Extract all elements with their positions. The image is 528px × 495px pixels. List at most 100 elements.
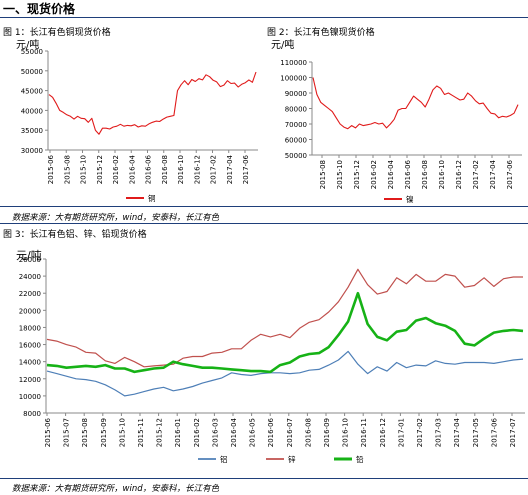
x-tick-label: 2016-10 xyxy=(177,155,185,184)
x-tick-label: 2015-12 xyxy=(156,418,164,447)
x-tick-label: 2016-04 xyxy=(230,417,238,447)
y-tick-label: 12000 xyxy=(19,376,41,384)
x-tick-label: 2017-04 xyxy=(453,417,461,447)
series-line-1 xyxy=(46,350,524,397)
x-tick-label: 2016-10 xyxy=(438,160,446,189)
legend-label: 铅 xyxy=(356,454,364,464)
y-tick-label: 45000 xyxy=(21,88,43,96)
legend-label: 锌 xyxy=(288,454,296,464)
x-tick-label: 2017-06 xyxy=(490,417,498,447)
series-line-1 xyxy=(48,71,257,135)
x-tick-label: 2015-09 xyxy=(100,418,108,447)
legend-label: 铜 xyxy=(148,193,156,203)
x-tick-label: 2016-06 xyxy=(404,159,412,189)
y-tick-label: 55000 xyxy=(21,48,43,56)
x-tick-label: 2015-12 xyxy=(96,155,104,184)
series-line-3 xyxy=(46,291,524,374)
chart1-caption: 图 1：长江有色铜现货价格 xyxy=(3,28,111,38)
x-tick-label: 2015-11 xyxy=(137,418,145,447)
unit-label: 元/吨 xyxy=(16,38,39,51)
x-tick-label: 2017-02 xyxy=(472,160,480,189)
rule-3 xyxy=(0,223,528,224)
y-tick-label: 110000 xyxy=(280,59,307,67)
x-tick-label: 2016-02 xyxy=(112,155,120,184)
y-tick-label: 10000 xyxy=(19,393,41,401)
x-tick-label: 2016-05 xyxy=(249,418,257,447)
unit-label: 元/吨 xyxy=(271,38,294,51)
chart-1-copper: 元/吨 30000 35000 40000 45000 50000 55000 2015-06… xyxy=(16,38,258,203)
title-rule xyxy=(0,17,528,18)
x-tick-label: 2017-07 xyxy=(509,418,517,447)
x-tick-label: 2015-07 xyxy=(63,418,71,447)
y-tick-label: 26000 xyxy=(19,256,41,264)
x-tick-label: 2017-03 xyxy=(435,418,443,447)
section-title: 一、现货价格 xyxy=(3,2,76,16)
y-tick-label: 14000 xyxy=(19,359,41,367)
y-tick-label: 22000 xyxy=(19,290,41,298)
x-tick-label: 2017-06 xyxy=(506,159,514,189)
x-tick-label: 2015-10 xyxy=(80,155,88,184)
x-tick-label: 2015-12 xyxy=(353,160,361,189)
rule-4 xyxy=(0,478,528,479)
x-tick-label: 2016-12 xyxy=(379,418,387,447)
x-tick-label: 2015-08 xyxy=(319,160,327,189)
y-tick-label: 24000 xyxy=(19,273,41,281)
x-tick-label: 2017-06 xyxy=(242,154,250,184)
x-tick-label: 2015-06 xyxy=(47,154,55,184)
y-tick-label: 8000 xyxy=(23,410,41,418)
y-tick-label: 16000 xyxy=(19,342,41,350)
source-note-1: 数据来源：大有期货研究所，wind，安泰科，长江有色 xyxy=(12,213,220,223)
x-tick-label: 2015-10 xyxy=(118,418,126,447)
x-tick-label: 2015-10 xyxy=(336,160,344,189)
y-tick-label: 100000 xyxy=(280,75,307,83)
x-tick-label: 2016-11 xyxy=(360,418,368,447)
x-tick-label: 2016-12 xyxy=(193,155,201,184)
x-tick-label: 2015-06 xyxy=(44,417,52,447)
y-tick-label: 18000 xyxy=(19,324,41,332)
x-tick-label: 2016-04 xyxy=(387,159,395,189)
x-tick-label: 2016-04 xyxy=(128,154,136,184)
y-tick-label: 90000 xyxy=(285,90,307,98)
chart3-caption: 图 3：长江有色铝、锌、铅现货价格 xyxy=(3,230,147,240)
y-tick-label: 80000 xyxy=(285,106,307,114)
y-tick-label: 40000 xyxy=(21,107,43,115)
x-tick-label: 2016-12 xyxy=(455,160,463,189)
legend-label: 镍 xyxy=(406,194,414,204)
y-tick-label: 70000 xyxy=(285,121,307,129)
y-tick-label: 50000 xyxy=(21,68,43,76)
x-tick-label: 2016-06 xyxy=(267,417,275,447)
x-tick-label: 2016-09 xyxy=(323,418,331,447)
x-tick-label: 2016-02 xyxy=(370,160,378,189)
y-tick-label: 20000 xyxy=(19,307,41,315)
source-note-2: 数据来源：大有期货研究所，wind，安泰科，长江有色 xyxy=(12,484,220,494)
chart-2-nickel: 元/吨 50000 60000 70000 80000 90000 100000 110000… xyxy=(271,38,522,204)
y-tick-label: 60000 xyxy=(285,137,307,145)
x-tick-label: 2016-08 xyxy=(421,160,429,189)
series-line-2 xyxy=(46,268,523,368)
x-tick-label: 2017-02 xyxy=(416,418,424,447)
x-tick-label: 2016-10 xyxy=(342,418,350,447)
unit-label: 元/吨 xyxy=(16,249,42,262)
x-tick-label: 2016-02 xyxy=(193,418,201,447)
x-tick-label: 2016-06 xyxy=(145,154,153,184)
x-tick-label: 2016-08 xyxy=(304,418,312,447)
legend-label: 铝 xyxy=(220,454,228,464)
series-line-1 xyxy=(312,77,519,130)
x-tick-label: 2016-01 xyxy=(174,418,182,447)
x-tick-label: 2017-01 xyxy=(397,418,405,447)
x-tick-label: 2017-04 xyxy=(226,154,234,184)
y-tick-label: 50000 xyxy=(285,152,307,160)
x-tick-label: 2016-08 xyxy=(161,155,169,184)
x-tick-label: 2016-07 xyxy=(286,418,294,447)
x-tick-label: 2015-08 xyxy=(63,155,71,184)
x-tick-label: 2017-04 xyxy=(489,159,497,189)
chart2-caption: 图 2：长江有色镍现货价格 xyxy=(267,28,375,38)
x-tick-label: 2016-03 xyxy=(211,418,219,447)
rule-2 xyxy=(0,206,528,207)
x-tick-label: 2017-05 xyxy=(472,418,480,447)
chart-3-aluminium-zinc-lead: 元/吨 8000 10000 12000 14000 16000 18000 20000 220… xyxy=(16,249,525,464)
y-tick-label: 35000 xyxy=(21,127,43,135)
y-tick-label: 30000 xyxy=(21,147,43,155)
x-tick-label: 2015-08 xyxy=(81,418,89,447)
